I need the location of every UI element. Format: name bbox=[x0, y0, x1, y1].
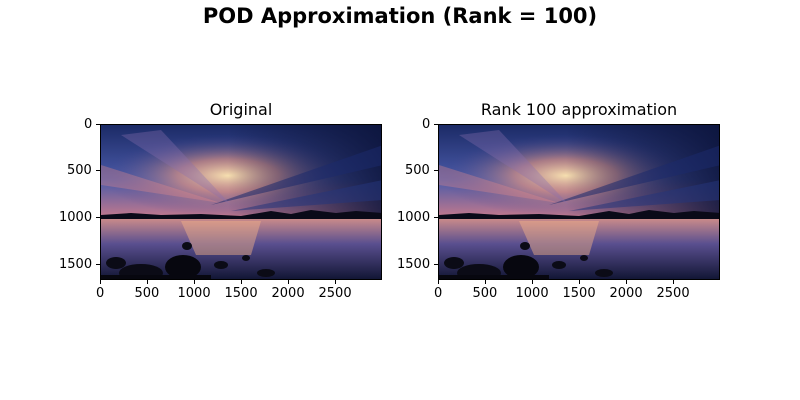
x-tick-mark bbox=[484, 280, 486, 284]
sunset-over-lake-photo-rank-100 bbox=[439, 125, 719, 279]
x-tick-mark bbox=[531, 280, 533, 284]
x-tick-mark bbox=[146, 280, 148, 284]
x-tick-label: 1000 bbox=[177, 286, 211, 301]
y-tick-mark bbox=[434, 263, 438, 265]
y-tick-mark bbox=[434, 123, 438, 125]
figure-title: POD Approximation (Rank = 100) bbox=[202, 4, 598, 28]
x-tick-label: 1000 bbox=[515, 286, 549, 301]
y-tick-label: 500 bbox=[405, 163, 430, 179]
x-tick-label: 2000 bbox=[271, 286, 305, 301]
x-tick-label: 0 bbox=[434, 286, 443, 301]
y-tick-label: 0 bbox=[84, 116, 93, 132]
x-tick-label: 2000 bbox=[609, 286, 643, 301]
x-tick-mark bbox=[99, 280, 101, 284]
x-tick-label: 1500 bbox=[224, 286, 258, 301]
y-tick-mark bbox=[434, 217, 438, 219]
y-tick-mark bbox=[434, 170, 438, 172]
y-tick-label: 1500 bbox=[397, 256, 431, 272]
y-tick-label: 500 bbox=[67, 163, 92, 179]
y-tick-mark bbox=[96, 123, 100, 125]
y-tick-label: 1500 bbox=[59, 256, 93, 272]
x-tick-label: 2500 bbox=[318, 286, 352, 301]
y-tick-label: 0 bbox=[422, 116, 431, 132]
x-tick-mark bbox=[437, 280, 439, 284]
x-tick-mark bbox=[193, 280, 195, 284]
image-axes bbox=[438, 124, 720, 280]
x-tick-mark bbox=[334, 280, 336, 284]
image-axes bbox=[100, 124, 382, 280]
y-tick-label: 1000 bbox=[397, 210, 431, 226]
sunset-over-lake-photo bbox=[101, 125, 381, 279]
x-tick-mark bbox=[240, 280, 242, 284]
y-tick-label: 1000 bbox=[59, 210, 93, 226]
x-tick-mark bbox=[625, 280, 627, 284]
y-tick-mark bbox=[96, 217, 100, 219]
x-tick-label: 1500 bbox=[562, 286, 596, 301]
x-tick-mark bbox=[578, 280, 580, 284]
x-tick-label: 500 bbox=[472, 286, 498, 301]
x-tick-label: 0 bbox=[96, 286, 105, 301]
x-tick-label: 500 bbox=[134, 286, 160, 301]
x-tick-mark bbox=[672, 280, 674, 284]
y-tick-mark bbox=[96, 263, 100, 265]
y-tick-mark bbox=[96, 170, 100, 172]
x-tick-label: 2500 bbox=[656, 286, 690, 301]
x-tick-mark bbox=[287, 280, 289, 284]
panel-title: Rank 100 approximation bbox=[480, 100, 678, 119]
panel-title: Original bbox=[209, 100, 273, 119]
